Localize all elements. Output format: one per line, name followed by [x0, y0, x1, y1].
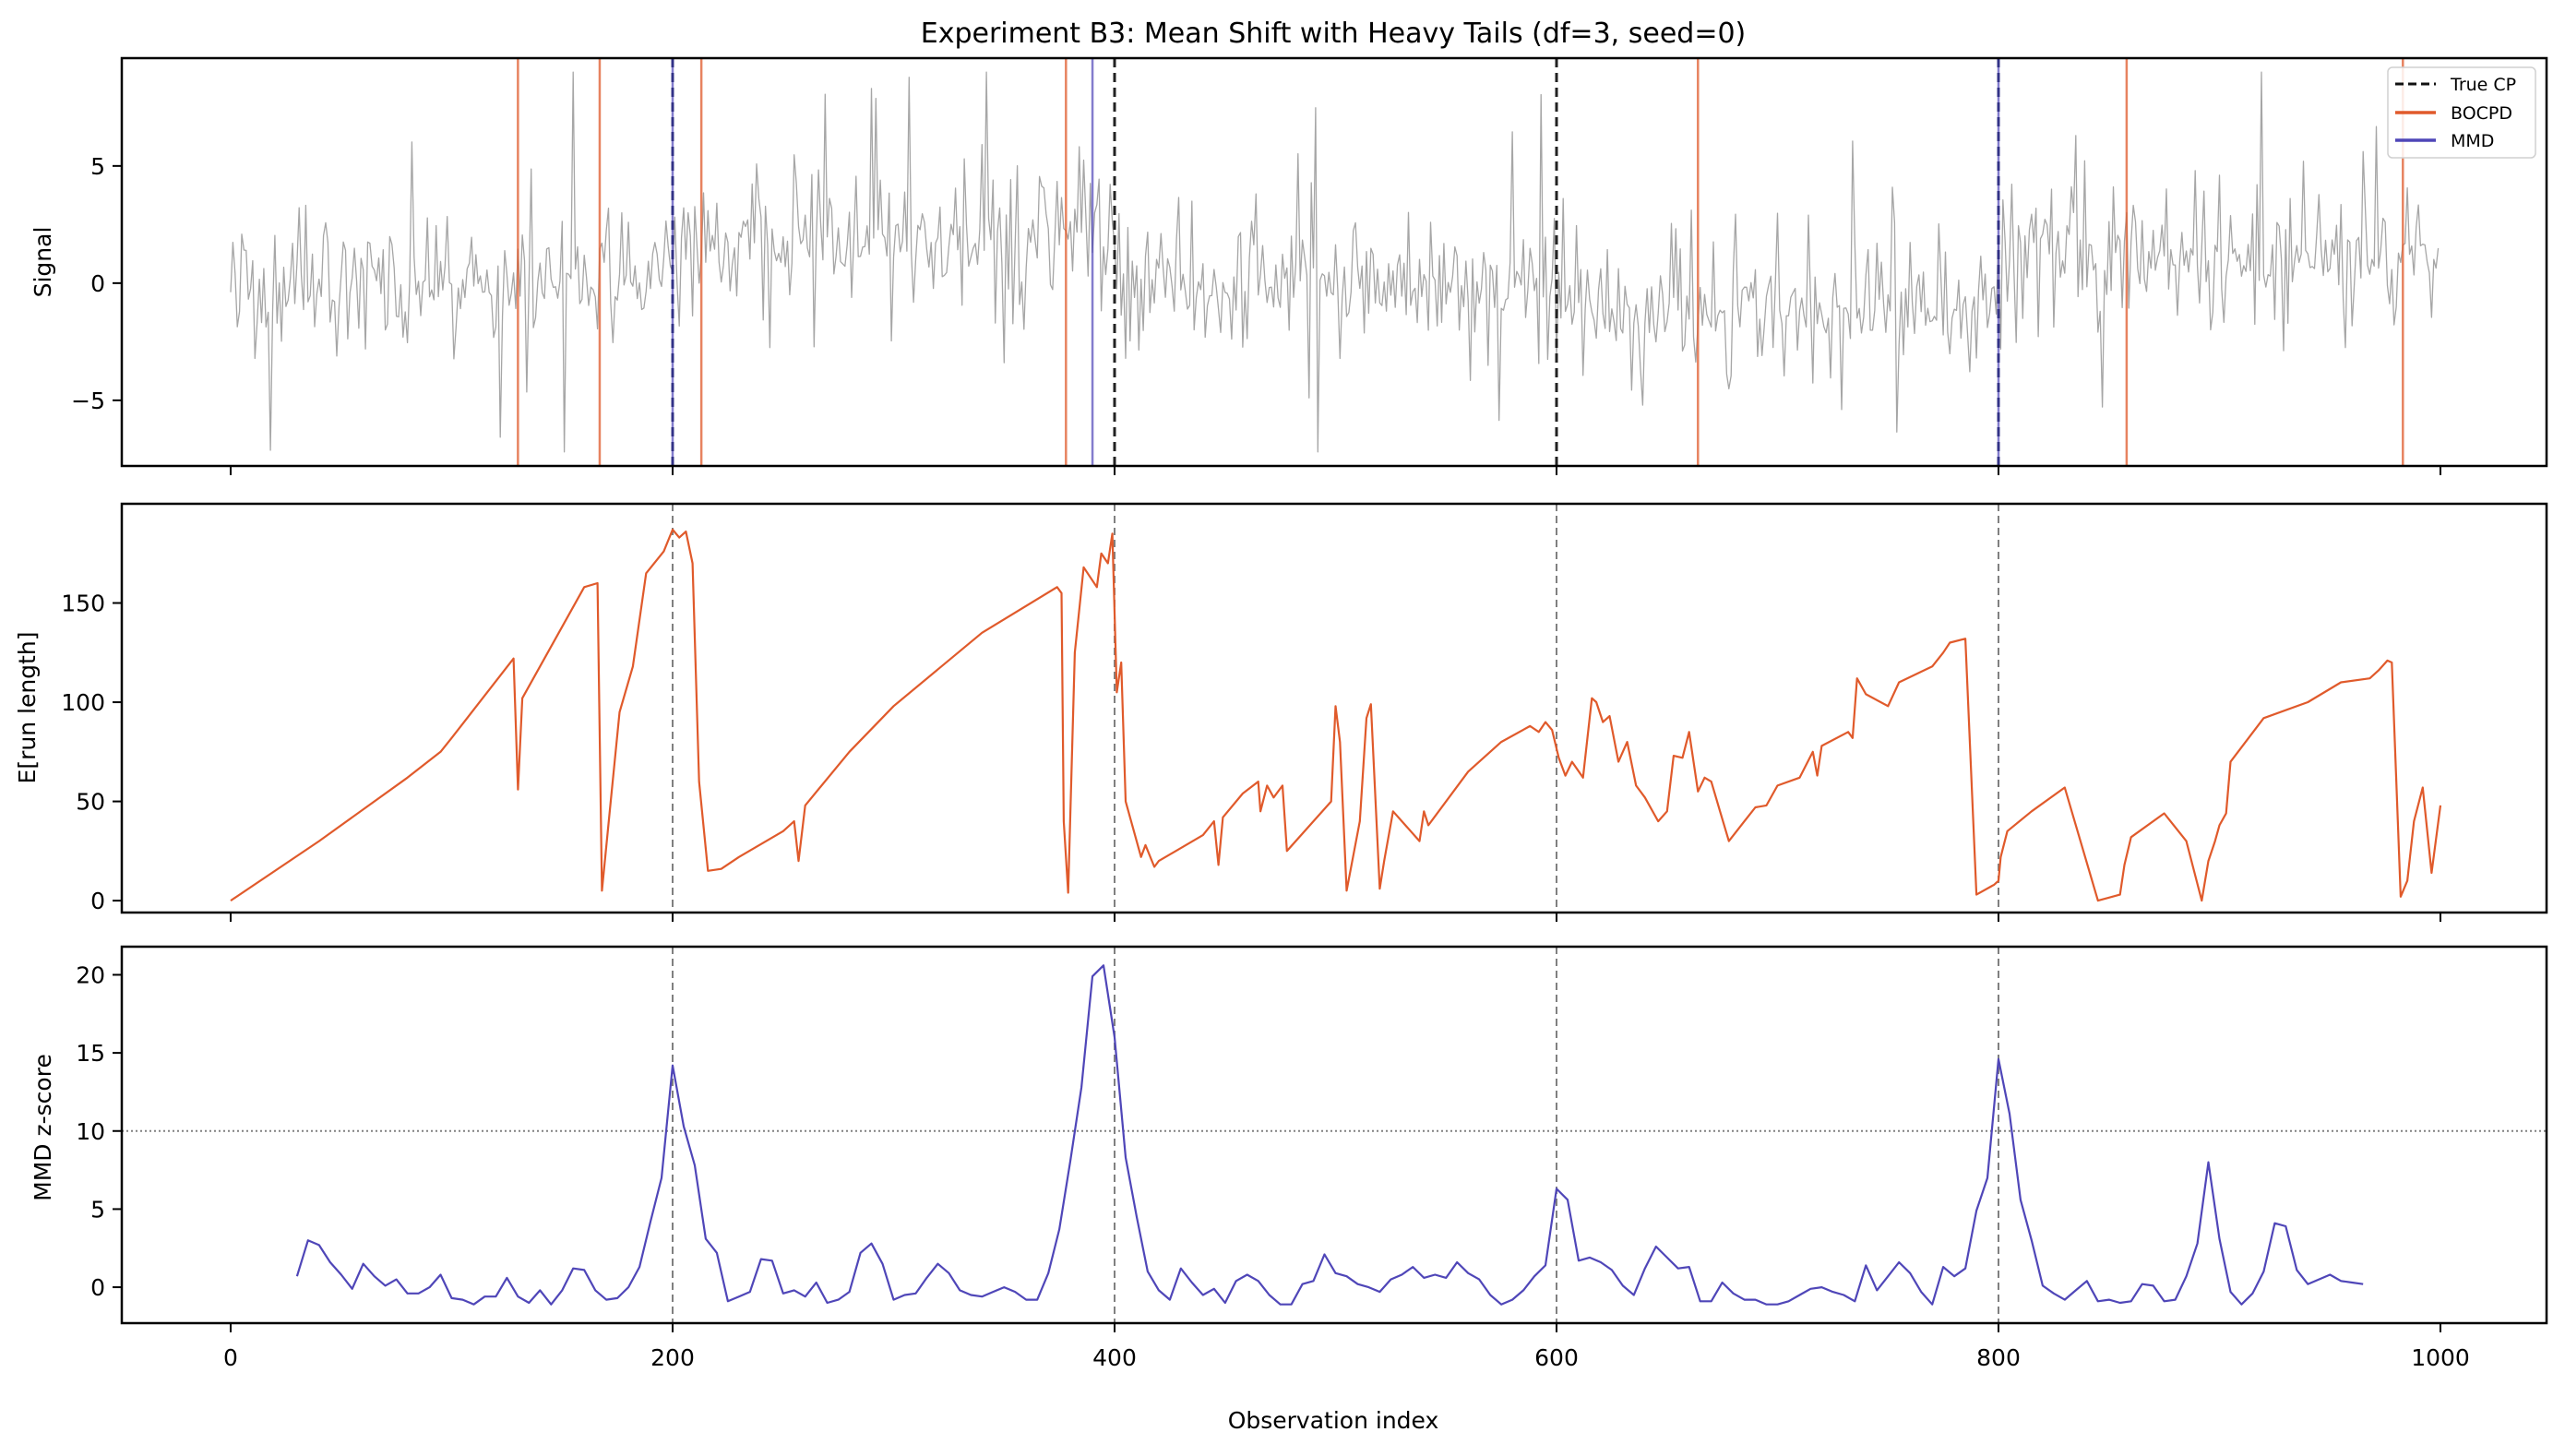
y-tick-label: 150: [61, 591, 105, 617]
run-length-ylabel: E[run length]: [14, 632, 41, 784]
signal-plot-area: [230, 58, 2440, 466]
legend-box: [2387, 66, 2536, 159]
x-tick-label: 800: [1976, 1344, 2021, 1371]
mmd-axes-frame: [120, 945, 2548, 1325]
signal-line: [230, 71, 2440, 453]
run-length-axis-ticks: 0 50 100 150: [61, 591, 2441, 922]
bocpd-run-length-line: [230, 528, 2442, 902]
signal-axis-ticks: −5 0 5: [71, 153, 2441, 475]
signal-axes-frame: [120, 56, 2548, 468]
mmd-plot-area: [122, 947, 2547, 1323]
legend-true-cp-label: True CP: [2450, 75, 2516, 95]
y-tick-label: 100: [61, 689, 105, 716]
x-tick-label: 200: [650, 1344, 695, 1371]
y-tick-label: 50: [76, 789, 105, 816]
x-tick-label: 400: [1092, 1344, 1137, 1371]
y-tick-label: 0: [90, 1274, 105, 1301]
run-length-panel: 0 50 100 150 E[run length]: [14, 502, 2548, 922]
legend: True CP BOCPD MMD: [2387, 66, 2536, 159]
y-tick-label: 15: [76, 1040, 105, 1067]
run-length-plot-area: [230, 504, 2442, 913]
y-tick-label: 5: [90, 1196, 105, 1223]
y-tick-label: 20: [76, 961, 105, 988]
x-tick-label: 1000: [2411, 1344, 2470, 1371]
x-tick-label: 0: [223, 1344, 238, 1371]
signal-panel: −5 0 5 Signal True CP BOCPD MMD: [30, 56, 2548, 475]
mmd-ylabel: MMD z-score: [30, 1054, 56, 1201]
x-tick-label: 600: [1534, 1344, 1579, 1371]
legend-mmd-label: MMD: [2451, 131, 2494, 151]
mmd-zscore-line: [295, 964, 2364, 1306]
figure-title: Experiment B3: Mean Shift with Heavy Tai…: [921, 18, 1747, 50]
y-tick-label: 5: [90, 153, 105, 180]
legend-bocpd-label: BOCPD: [2451, 103, 2512, 124]
signal-ylabel: Signal: [30, 227, 56, 298]
y-tick-label: 10: [76, 1118, 105, 1145]
y-tick-label: 0: [90, 270, 105, 297]
y-tick-label: 0: [90, 888, 105, 914]
y-tick-label: −5: [71, 388, 105, 414]
x-axis-label: Observation index: [1228, 1407, 1439, 1434]
run-length-axes-frame: [120, 502, 2548, 914]
